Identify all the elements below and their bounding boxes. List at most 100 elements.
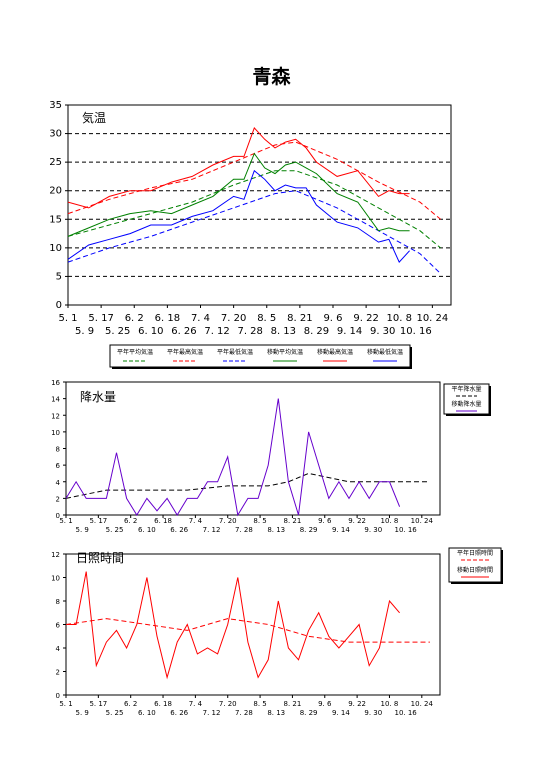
legend-box [443, 383, 490, 415]
y-tick-label: 6 [56, 622, 61, 630]
series-line-4 [67, 152, 410, 237]
y-tick-label: 2 [56, 495, 60, 503]
plot-frame [65, 381, 441, 516]
legend-box [448, 547, 502, 583]
x-tick-label: 9. 30 [364, 526, 382, 534]
legend-label: 平年最低気温 [217, 348, 253, 356]
series-line-1 [67, 170, 441, 249]
legend-label: 移動降水量 [451, 400, 481, 408]
x-tick-label: 5. 9 [75, 326, 94, 337]
legend-label: 移動日照時間 [457, 566, 493, 574]
x-tick-label: 9. 22 [348, 700, 366, 708]
x-tick-label: 5. 9 [75, 526, 88, 534]
y-tick-label: 16 [51, 379, 60, 387]
x-tick-label: 7. 12 [203, 709, 221, 717]
x-tick-label: 10. 8 [381, 700, 399, 708]
x-tick-label: 8. 29 [300, 526, 318, 534]
legend-label: 平年日照時間 [457, 549, 493, 557]
x-tick-label: 6. 26 [170, 709, 188, 717]
y-tick-label: 10 [49, 243, 62, 254]
y-tick-label: 10 [51, 429, 60, 437]
x-tick-label: 7. 4 [191, 313, 210, 324]
y-tick-label: 2 [56, 669, 60, 677]
y-tick-label: 12 [51, 412, 60, 420]
y-tick-label: 4 [56, 645, 61, 653]
x-tick-label: 6. 10 [138, 526, 156, 534]
legend-label: 移動最低気温 [367, 348, 403, 356]
x-tick-label: 6. 10 [138, 326, 163, 337]
x-tick-label: 7. 12 [204, 326, 229, 337]
x-tick-label: 8. 5 [257, 313, 276, 324]
x-tick-label: 7. 28 [235, 709, 253, 717]
x-tick-label: 6. 2 [124, 700, 137, 708]
x-tick-label: 5. 1 [58, 313, 77, 324]
x-tick-label: 8. 21 [287, 313, 312, 324]
series-line-2 [65, 398, 401, 517]
y-tick-label: 25 [49, 157, 62, 168]
y-tick-label: 0 [56, 512, 60, 520]
x-tick-label: 8. 5 [253, 517, 266, 525]
y-tick-label: 30 [49, 129, 62, 140]
x-tick-label: 8. 21 [284, 700, 302, 708]
x-tick-label: 5. 17 [89, 700, 107, 708]
x-tick-label: 9. 22 [348, 517, 366, 525]
x-tick-label: 7. 28 [235, 526, 253, 534]
legend: 平年平均気温 平年最高気温 平年最低気温 移動平均気温 移動最高気温 移動最低気温 [109, 344, 412, 369]
x-tick-label: 5. 25 [106, 526, 124, 534]
y-tick-label: 0 [56, 300, 62, 311]
x-tick-label: 5. 17 [89, 517, 107, 525]
x-tick-label: 6. 18 [154, 700, 172, 708]
y-tick-label: 4 [56, 479, 61, 487]
panel-label: 降水量 [80, 390, 116, 404]
x-tick-label: 8. 5 [253, 700, 266, 708]
x-tick-label: 10. 16 [394, 709, 417, 717]
x-tick-label: 9. 6 [323, 313, 342, 324]
x-tick-label: 7. 20 [221, 313, 246, 324]
x-tick-label: 9. 14 [332, 709, 350, 717]
page-title: 青森 [252, 66, 291, 88]
series-line-5 [67, 126, 410, 209]
chart-panel-2: 0 2 4 6 8 10 12 14 16 5. 1 5. 17 6. 2 6. 18 7. 4 7. 20… [51, 379, 491, 534]
x-tick-label: 6. 2 [125, 313, 144, 324]
legend-box [109, 344, 411, 368]
series-line-6 [67, 169, 410, 263]
y-tick-label: 14 [51, 396, 60, 404]
x-tick-label: 6. 26 [170, 526, 188, 534]
x-tick-label: 5. 1 [59, 700, 72, 708]
series-line-1 [65, 618, 430, 643]
x-tick-label: 7. 20 [219, 700, 237, 708]
x-tick-label: 5. 17 [88, 313, 113, 324]
y-tick-label: 6 [56, 462, 61, 470]
x-tick-label: 8. 13 [267, 709, 285, 717]
legend-label: 移動平均気温 [267, 348, 303, 356]
x-tick-label: 5. 1 [59, 517, 72, 525]
x-tick-label: 7. 12 [203, 526, 221, 534]
x-tick-label: 8. 29 [300, 709, 318, 717]
x-tick-label: 10. 8 [381, 517, 399, 525]
x-tick-label: 6. 18 [155, 313, 180, 324]
x-tick-label: 5. 25 [106, 709, 124, 717]
x-tick-label: 5. 9 [75, 709, 88, 717]
x-tick-label: 7. 28 [237, 326, 262, 337]
x-tick-label: 7. 4 [189, 517, 203, 525]
series-line-3 [67, 190, 441, 274]
plot-frame [65, 553, 441, 696]
chart-panel-1: 0 5 10 15 20 25 30 35 5. 1 5. 17 6. 2 6. 18 7. 4 7. 2… [49, 100, 452, 369]
y-tick-label: 8 [56, 598, 60, 606]
plot-frame [67, 104, 452, 306]
x-tick-label: 9. 30 [370, 326, 395, 337]
y-tick-label: 5 [56, 271, 62, 282]
x-tick-label: 9. 14 [337, 326, 362, 337]
legend-label: 平年最高気温 [167, 348, 203, 356]
x-tick-label: 9. 22 [353, 313, 378, 324]
x-tick-label: 10. 16 [400, 326, 432, 337]
legend-label: 移動最高気温 [317, 348, 353, 356]
x-tick-label: 9. 6 [318, 517, 332, 525]
series-line-2 [66, 571, 400, 680]
x-tick-label: 6. 26 [171, 326, 196, 337]
x-tick-label: 10. 24 [411, 517, 434, 525]
y-tick-label: 10 [51, 575, 60, 583]
